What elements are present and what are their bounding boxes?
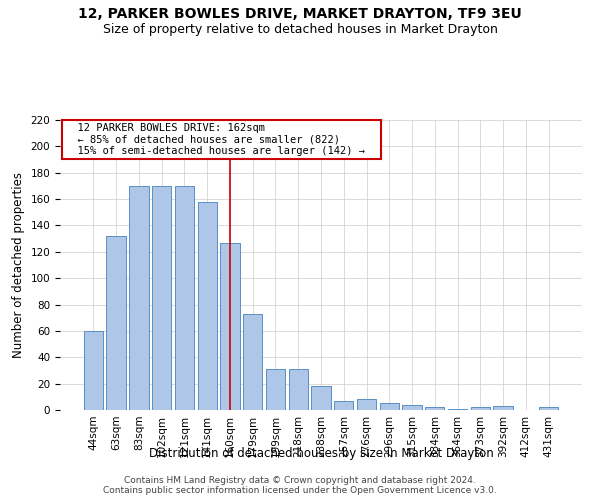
Bar bbox=[129, 186, 149, 410]
Bar bbox=[380, 404, 399, 410]
Bar bbox=[152, 186, 172, 410]
Bar bbox=[311, 386, 331, 410]
Bar bbox=[448, 408, 467, 410]
Bar bbox=[266, 369, 285, 410]
Text: Size of property relative to detached houses in Market Drayton: Size of property relative to detached ho… bbox=[103, 22, 497, 36]
Bar bbox=[403, 404, 422, 410]
Bar bbox=[220, 242, 239, 410]
Bar bbox=[243, 314, 262, 410]
Bar bbox=[84, 331, 103, 410]
Bar bbox=[470, 408, 490, 410]
Bar bbox=[289, 369, 308, 410]
Text: Distribution of detached houses by size in Market Drayton: Distribution of detached houses by size … bbox=[149, 448, 493, 460]
Y-axis label: Number of detached properties: Number of detached properties bbox=[12, 172, 25, 358]
Text: Contains HM Land Registry data © Crown copyright and database right 2024.
Contai: Contains HM Land Registry data © Crown c… bbox=[103, 476, 497, 495]
Bar bbox=[425, 408, 445, 410]
Text: 12, PARKER BOWLES DRIVE, MARKET DRAYTON, TF9 3EU: 12, PARKER BOWLES DRIVE, MARKET DRAYTON,… bbox=[78, 8, 522, 22]
Bar bbox=[357, 400, 376, 410]
Bar bbox=[197, 202, 217, 410]
Bar bbox=[493, 406, 513, 410]
Bar bbox=[175, 186, 194, 410]
Text: 12 PARKER BOWLES DRIVE: 162sqm  
  ← 85% of detached houses are smaller (822)  
: 12 PARKER BOWLES DRIVE: 162sqm ← 85% of … bbox=[65, 123, 378, 156]
Bar bbox=[334, 401, 353, 410]
Bar bbox=[539, 408, 558, 410]
Bar bbox=[106, 236, 126, 410]
